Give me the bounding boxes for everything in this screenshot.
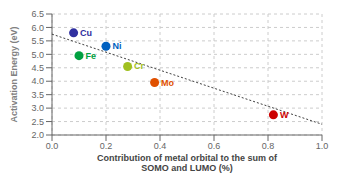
- svg-text:2.5: 2.5: [31, 117, 44, 127]
- svg-text:Mo: Mo: [161, 78, 174, 88]
- svg-text:4.0: 4.0: [31, 76, 44, 86]
- svg-text:Cu: Cu: [80, 28, 92, 38]
- svg-text:0.8: 0.8: [262, 141, 275, 151]
- svg-text:4.5: 4.5: [31, 63, 44, 73]
- svg-text:5.5: 5.5: [31, 36, 44, 46]
- svg-text:1.0: 1.0: [316, 141, 329, 151]
- svg-text:Fe: Fe: [86, 51, 97, 61]
- svg-text:W: W: [280, 110, 289, 120]
- svg-text:6.5: 6.5: [31, 9, 44, 19]
- svg-text:0.6: 0.6: [208, 141, 221, 151]
- svg-text:Ni: Ni: [113, 41, 122, 51]
- svg-text:Cr: Cr: [134, 61, 144, 71]
- svg-text:0.4: 0.4: [154, 141, 167, 151]
- svg-text:0.2: 0.2: [100, 141, 113, 151]
- svg-text:2.0: 2.0: [31, 130, 44, 140]
- svg-text:5.0: 5.0: [31, 50, 44, 60]
- svg-text:0.0: 0.0: [46, 141, 59, 151]
- svg-text:3.0: 3.0: [31, 103, 44, 113]
- svg-text:6.0: 6.0: [31, 23, 44, 33]
- svg-text:Activation Energy (eV): Activation Energy (eV): [9, 26, 19, 122]
- svg-text:Contribution of metal orbital: Contribution of metal orbital to the sum…: [97, 153, 278, 173]
- svg-text:3.5: 3.5: [31, 90, 44, 100]
